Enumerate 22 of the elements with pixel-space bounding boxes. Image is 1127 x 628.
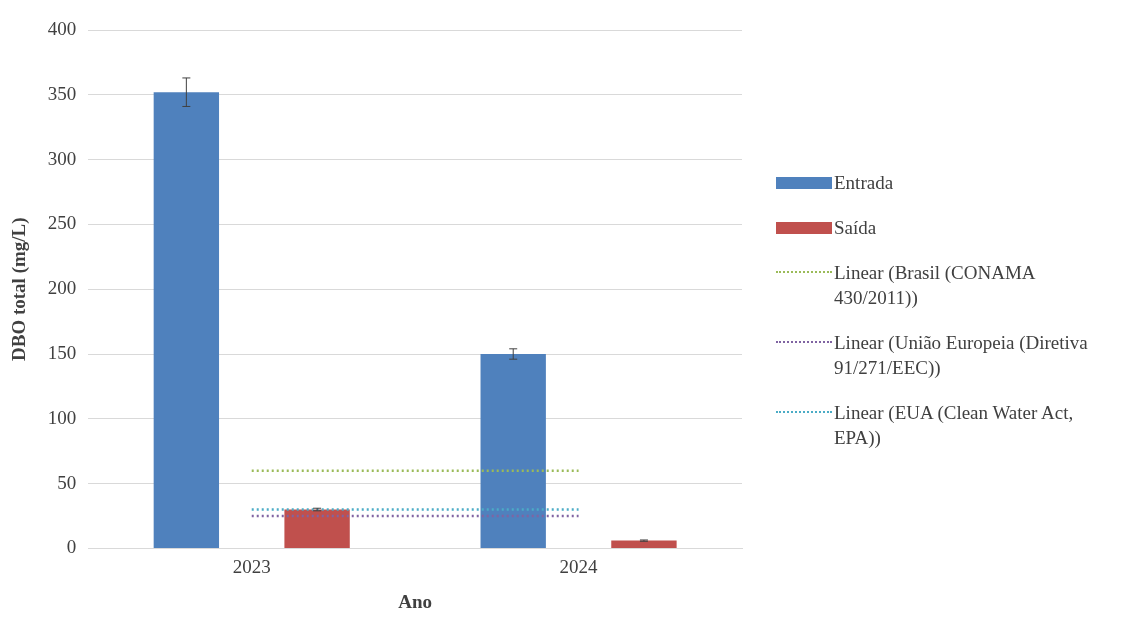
bar	[153, 92, 220, 548]
x-axis-title: Ano	[398, 590, 433, 612]
legend-label: Linear (EUA (Clean Water Act, EPA))	[834, 401, 1075, 450]
x-tick-label: 2023	[232, 555, 271, 577]
y-tick-label: 200	[47, 277, 77, 299]
x-tick-label: 2024	[559, 555, 599, 577]
y-tick-label: 300	[47, 147, 77, 169]
y-tick-label: 50	[57, 471, 77, 493]
y-tick-label: 250	[47, 212, 77, 234]
y-tick-label: 0	[66, 536, 77, 558]
y-tick-label: 400	[47, 17, 77, 39]
legend-label: Entrada	[834, 171, 894, 195]
y-tick-label: 150	[47, 341, 77, 363]
bar	[611, 540, 677, 548]
legend-label: Saída	[834, 216, 877, 240]
bar	[284, 509, 350, 548]
legend-label: Linear (Brasil (CONAMA 430/2011))	[834, 261, 1037, 310]
legend-label: Linear (União Europeia (Diretiva 91/271/EEC))	[834, 331, 1089, 380]
y-tick-label: 100	[47, 406, 77, 428]
y-tick-label: 350	[47, 82, 77, 104]
y-axis-title: DBO total (mg/L)	[8, 217, 31, 361]
bar	[480, 354, 546, 548]
